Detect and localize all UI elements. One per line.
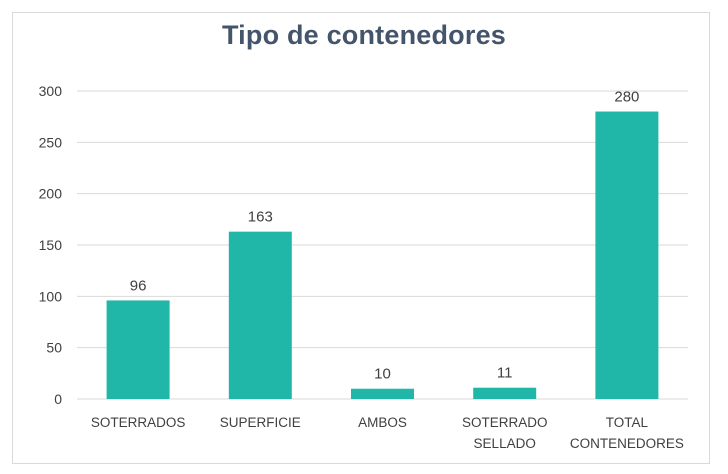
category-label-line: SELLADO [474,436,536,451]
category-label-line: SOTERRADOS [91,415,186,430]
data-label: 96 [130,277,147,294]
category-labels: SOTERRADOS SUPERFICIE AMBOS SOTERRADO SELLAD… [91,415,684,451]
y-axis-ticks: 0 50 100 150 200 250 300 [39,83,63,407]
data-label: 11 [497,365,513,382]
data-label: 163 [248,209,273,226]
data-labels: 96 163 10 11 280 [130,89,640,383]
category-label-line: SOTERRADO [462,415,548,430]
bar [595,111,659,400]
y-tick-label: 150 [39,237,63,253]
y-tick-label: 50 [46,340,62,356]
data-label: 280 [614,89,639,106]
data-label: 10 [374,366,391,383]
y-tick-label: 300 [39,83,63,99]
bar [228,231,292,399]
y-tick-label: 250 [39,134,63,150]
category-label-line: TOTAL [606,415,649,430]
category-label-line: CONTENEDORES [570,436,684,451]
category-label-line: SUPERFICIE [220,415,301,430]
chart-title: Tipo de contenedores [221,20,507,50]
y-tick-label: 100 [39,288,63,304]
category-label: AMBOS [358,415,407,430]
bars [106,111,659,400]
bar [473,387,537,399]
category-label: TOTAL CONTENEDORES [570,415,684,451]
category-label: SOTERRADOS [91,415,186,430]
category-label: SOTERRADO SELLADO [462,415,548,451]
category-label-line: AMBOS [358,415,407,430]
gridlines [77,90,688,400]
y-tick-label: 200 [39,186,63,202]
y-tick-label: 0 [54,391,62,407]
bar [351,388,414,399]
category-label: SUPERFICIE [220,415,301,430]
bar [106,300,170,399]
